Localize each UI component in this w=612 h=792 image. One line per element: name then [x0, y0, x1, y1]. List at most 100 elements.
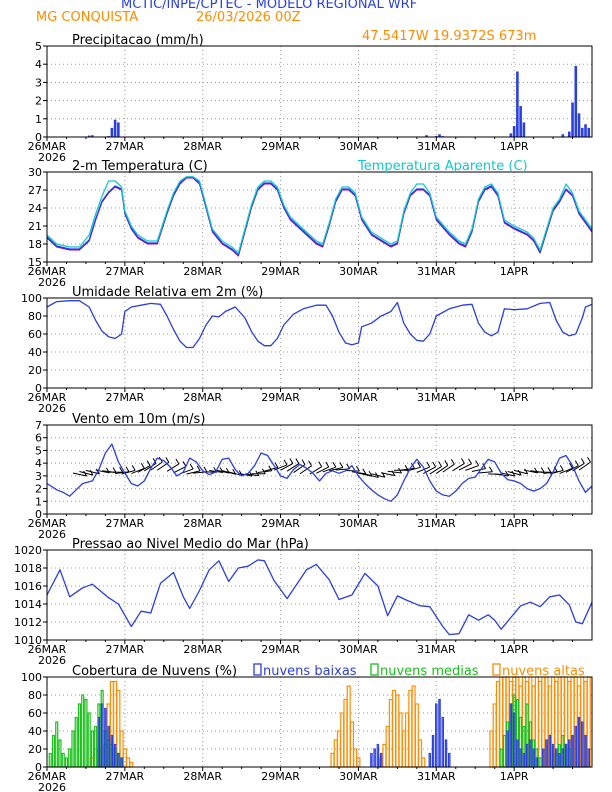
wind-barb [387, 470, 402, 474]
cloud-high-bar [343, 698, 348, 768]
wind-barb-flag [140, 463, 145, 469]
wind-barb-flag [356, 465, 360, 472]
cloud-legend-swatch [370, 663, 379, 676]
wind-barb [72, 472, 87, 477]
wind-barb-flag [189, 463, 194, 470]
cloud-mid-bar [61, 752, 65, 768]
clouds-xtick-label: 1APR [500, 770, 529, 783]
wind-barb [559, 467, 573, 475]
wind-barb [121, 469, 136, 475]
temp-line-overlay [46, 176, 593, 257]
cloud-mid-bar [538, 757, 542, 768]
wind-barb-flag [426, 461, 431, 468]
wind-barb [523, 469, 538, 474]
rh-xtick-label: 26MAR [28, 391, 67, 404]
precip-title: Precipitacao (mm/h) [72, 33, 204, 48]
temp-ytick-label: 30 [28, 166, 42, 179]
cloud-high-bar [418, 739, 423, 768]
cloud-low-bar [448, 752, 451, 768]
wind-barb-flag [482, 463, 487, 469]
cloud-low-bar [581, 721, 584, 768]
clouds-ytick-label: 20 [28, 743, 42, 756]
cloud-high-bar [388, 698, 393, 768]
wind-title: Vento em 10m (m/s) [72, 412, 205, 427]
precip-ytick-label: 2 [35, 95, 42, 108]
temp-ytick-label: 27 [28, 184, 42, 197]
wind-barb [137, 465, 151, 473]
cloud-low-bar [519, 748, 522, 768]
cloud-low-bar [587, 748, 591, 768]
clouds-ytick-label: 0 [35, 761, 42, 774]
cloud-low-bar [564, 743, 568, 768]
temp-panel: 15 18 21 24 27 30 26MAR 27MAR 28MAR 29MAR 30MAR 31M… [28, 159, 593, 289]
wind-barb [286, 463, 300, 472]
pres-year-label: 2026 [38, 654, 66, 667]
temp-frame [46, 171, 593, 263]
wind-line-vento [46, 443, 593, 502]
wind-barb-flag [125, 466, 130, 472]
pres-ytick-label: 1016 [14, 580, 42, 593]
wind-barb-flag [146, 460, 151, 466]
wind-barb-flag [488, 466, 493, 473]
cloud-low-bar [516, 739, 519, 768]
wind-barb-flag [152, 458, 157, 464]
wind-barb [322, 466, 337, 473]
wind-barb-flag [587, 456, 591, 463]
wind-barb-flag [332, 461, 337, 468]
wind-ytick-label: 4 [35, 457, 42, 470]
wind-barb [494, 473, 509, 477]
clouds-xtick-label: 28MAR [183, 770, 222, 783]
cloud-low-bar [532, 748, 535, 768]
cloud-low-bar [104, 707, 107, 768]
cloud-low-bar [438, 698, 441, 768]
temp-ytick-label: 15 [28, 256, 42, 269]
cloud-low-bar [379, 752, 383, 768]
clouds-xtick-label: 31MAR [417, 770, 456, 783]
wind-barb-flag [196, 465, 201, 472]
run-datetime: 26/03/2026 00Z [196, 10, 301, 25]
clouds-ytick-label: 100 [21, 671, 42, 684]
wind-xtick-label: 28MAR [183, 517, 222, 530]
precip-bar [567, 131, 571, 137]
wind-ytick-label: 5 [35, 444, 42, 457]
cloud-high-bar [353, 748, 358, 768]
rh-ytick-label: 20 [28, 364, 42, 377]
rh-ytick-label: 0 [35, 382, 42, 395]
precip-xtick-label: 26MAR [28, 140, 67, 153]
cloud-mid-bar [499, 748, 503, 768]
wind-xtick-label: 27MAR [106, 517, 145, 530]
wind-barb-flag [274, 462, 279, 468]
rh-frame [46, 297, 593, 389]
pres-ytick-label: 1020 [14, 544, 42, 557]
pres-xtick-label: 28MAR [183, 643, 222, 656]
wind-barb-flag [559, 465, 564, 471]
wind-ytick-label: 6 [35, 432, 42, 445]
model-title: MCTIC/INPE/CPTEC - MODELO REGIONAL WRF [121, 0, 418, 12]
cloud-legend-swatch [253, 663, 262, 676]
temp-xtick-label: 29MAR [261, 265, 300, 278]
cloud-low-bar [525, 743, 529, 768]
cloud-low-bar [574, 725, 578, 768]
wind-barb-flag [119, 466, 124, 473]
precip-xtick-label: 27MAR [106, 140, 145, 153]
wind-barb [416, 466, 430, 473]
cloud-legend-label: nuvens medias [380, 664, 479, 679]
pres-xtick-label: 26MAR [28, 643, 67, 656]
wind-barb [478, 471, 493, 474]
clouds-ytick-label: 40 [28, 725, 42, 738]
wind-barb [381, 472, 395, 477]
precip-bar [91, 135, 94, 137]
pres-xtick-label: 27MAR [106, 643, 145, 656]
wind-barb-flag [203, 466, 208, 473]
wind-barb-flag [339, 462, 344, 468]
wind-barb-flag [569, 462, 573, 469]
wind-ytick-label: 0 [35, 508, 42, 521]
cloud-mid-bar [64, 757, 69, 768]
wind-ytick-label: 2 [35, 483, 42, 496]
cloud-high-bar [405, 712, 410, 768]
wind-barb-flag [411, 463, 415, 469]
precip-bar [117, 122, 120, 137]
pres-line-pressao [46, 559, 593, 636]
temp-title: 2-m Temperatura (C) [72, 159, 208, 174]
